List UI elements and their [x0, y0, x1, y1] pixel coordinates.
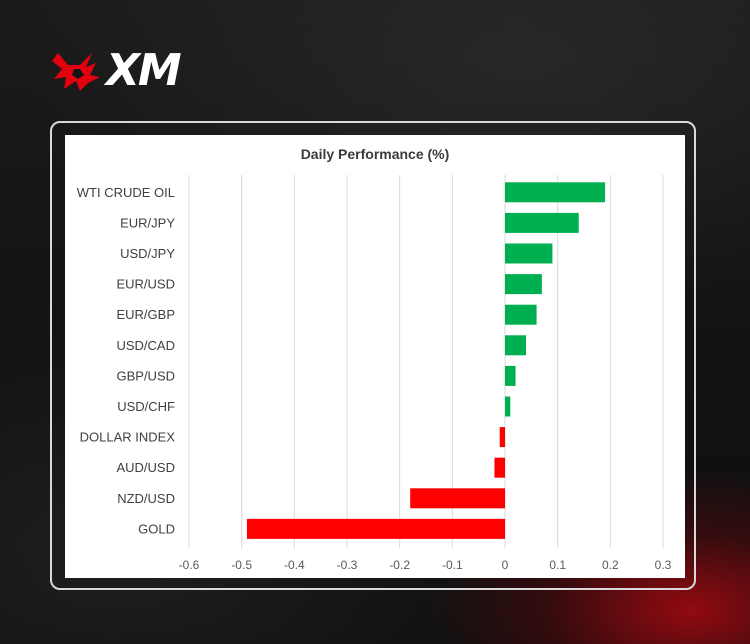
- x-tick-label: -0.5: [231, 558, 252, 572]
- x-tick-label: 0: [502, 558, 509, 572]
- x-tick-label: -0.2: [389, 558, 410, 572]
- x-tick-label: 0.3: [655, 558, 672, 572]
- x-tick-label: -0.3: [337, 558, 358, 572]
- bull-icon: [52, 53, 100, 91]
- x-tick-label: -0.6: [179, 558, 200, 572]
- x-tick-label: -0.1: [442, 558, 463, 572]
- bar: [246, 518, 505, 539]
- category-label: EUR/USD: [116, 277, 175, 292]
- x-tick-label: -0.4: [284, 558, 305, 572]
- bar: [494, 457, 505, 478]
- bar-chart: -0.6 -0.5 -0.4 -0.3 -0.2 -0.1 0 0.1 0.2 0.3 WTI CR…: [77, 175, 672, 572]
- x-tick-label: 0.2: [602, 558, 619, 572]
- bar: [505, 304, 537, 325]
- category-label: NZD/USD: [117, 491, 175, 506]
- bar: [505, 182, 606, 203]
- bar: [505, 274, 542, 295]
- category-label: EUR/JPY: [120, 215, 175, 230]
- bar: [505, 396, 511, 417]
- category-label: WTI CRUDE OIL: [77, 185, 175, 200]
- category-label: GBP/USD: [116, 368, 175, 383]
- xm-logo: XM: [50, 45, 182, 96]
- chart-title: Daily Performance (%): [300, 146, 450, 162]
- category-label: DOLLAR INDEX: [80, 430, 176, 445]
- category-label: USD/CAD: [116, 338, 175, 353]
- chart-frame: [50, 121, 696, 590]
- logo-text: XM: [106, 45, 182, 96]
- category-label: USD/JPY: [120, 246, 175, 261]
- category-label: USD/CHF: [117, 399, 175, 414]
- category-label: EUR/GBP: [116, 307, 175, 322]
- bar: [410, 488, 505, 509]
- chart-card: Daily Performance (%) -0.6 -0.5 -0.4 -0.3 -0…: [65, 135, 685, 578]
- bar: [499, 427, 505, 448]
- x-tick-label: 0.1: [549, 558, 566, 572]
- bar: [505, 243, 553, 264]
- bar: [505, 365, 516, 386]
- category-label: GOLD: [138, 521, 175, 536]
- bar: [505, 212, 579, 233]
- bar: [505, 335, 527, 356]
- category-label: AUD/USD: [116, 460, 175, 475]
